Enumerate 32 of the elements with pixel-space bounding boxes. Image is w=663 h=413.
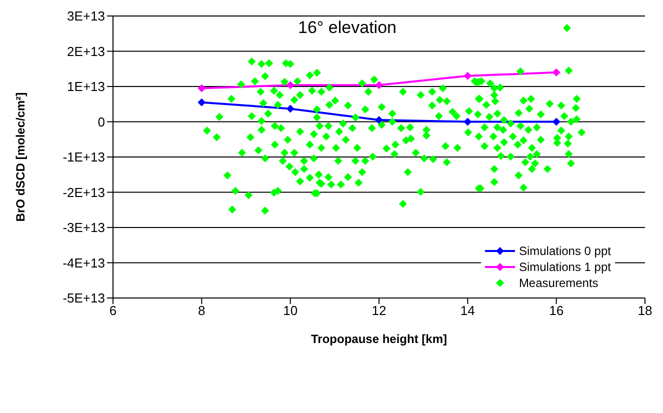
- y-tick-label: 1E+13: [67, 79, 105, 94]
- x-tick-label: 10: [283, 303, 298, 318]
- x-tick-label: 12: [372, 303, 386, 318]
- x-tick-label: 6: [109, 303, 117, 318]
- x-axis-title: Tropopause height [km]: [310, 332, 448, 346]
- y-tick-label: -3E+13: [62, 220, 105, 236]
- y-axis-title: BrO dSCD [molec/cm²]: [13, 92, 28, 222]
- point: [198, 84, 206, 92]
- x-tick-label: 8: [198, 303, 206, 318]
- legend-label: Simulations 0 ppt: [518, 244, 611, 258]
- annotation: 16° elevation: [298, 18, 396, 38]
- point: [552, 118, 560, 126]
- legend-label: Measurements: [518, 276, 598, 290]
- y-tick-label: -4E+13: [62, 255, 105, 270]
- point: [464, 118, 472, 126]
- x-tick-label: 14: [460, 303, 475, 318]
- point: [286, 81, 294, 90]
- point: [464, 72, 472, 80]
- y-tick-label: -1E+13: [62, 150, 105, 165]
- point: [198, 98, 206, 106]
- point: [375, 116, 383, 124]
- point: [286, 104, 294, 113]
- y-tick-label: 0: [98, 114, 105, 130]
- y-tick-label: -5E+13: [62, 290, 105, 306]
- y-tick-label: 3E+13: [67, 8, 105, 24]
- x-tick-label: 16: [549, 303, 564, 318]
- y-tick-label: -2E+13: [62, 184, 105, 200]
- point: [552, 68, 560, 76]
- y-tick-label: 2E+13: [67, 44, 105, 59]
- point: [375, 81, 383, 90]
- legend-label: Simulations 1 ppt: [518, 260, 611, 274]
- x-tick-label: 18: [638, 303, 652, 318]
